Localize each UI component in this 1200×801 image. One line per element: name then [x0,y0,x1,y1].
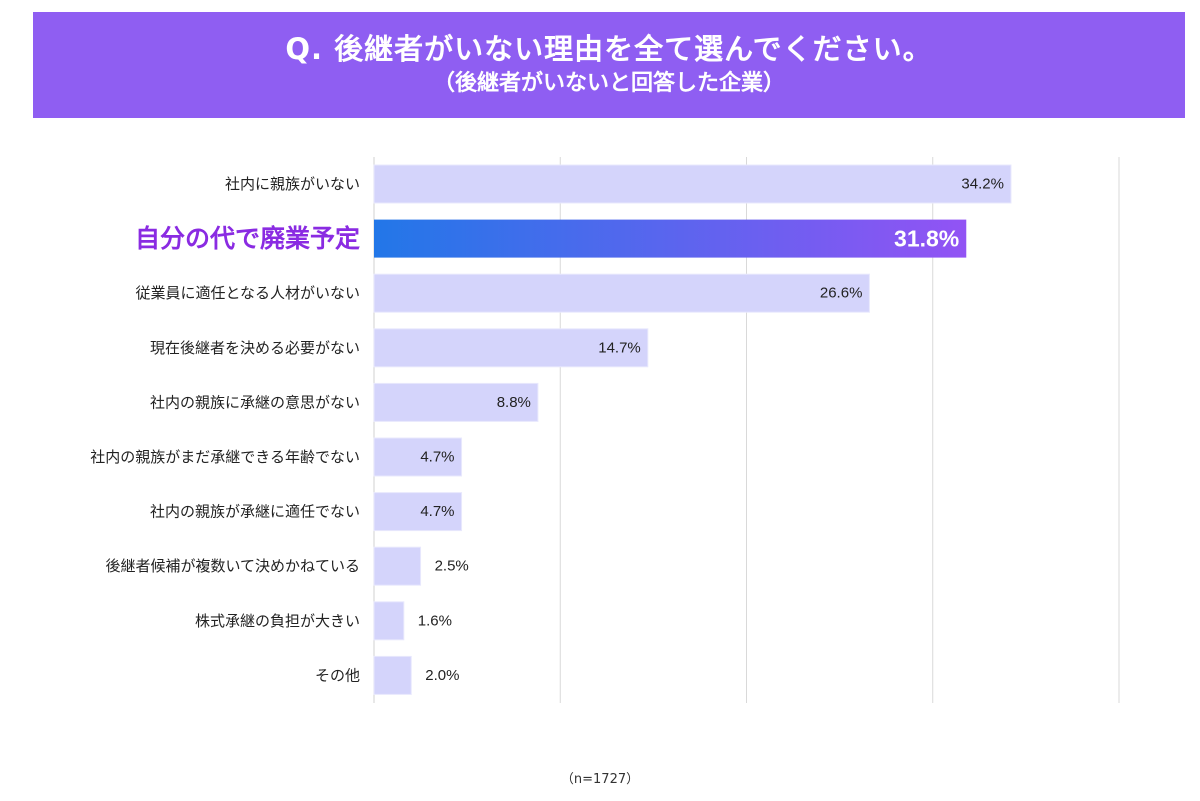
category-label: 社内に親族がいない [225,175,360,193]
bar [373,328,649,368]
category-label: その他 [315,666,360,684]
value-label: 4.7% [420,503,454,520]
value-label: 34.2% [961,176,1004,193]
bar [373,655,412,695]
category-label: 社内の親族に承継の意思がない [150,393,360,411]
value-label: 2.0% [425,667,459,684]
bar-highlight [374,219,967,258]
bar [373,492,463,532]
bar [373,164,1012,204]
value-label: 26.6% [820,285,863,302]
category-label: 従業員に適任となる人材がいない [135,284,360,302]
sample-size-note: （n=1727） [560,772,640,787]
value-label: 8.8% [497,394,531,411]
chart-subtitle: （後継者がいないと回答した企業） [432,71,785,96]
category-label: 株式承継の負担が大きい [195,612,360,630]
bar [373,273,870,313]
chart-header: Q. 後継者がいない理由を全て選んでください。 （後継者がいないと回答した企業） [33,12,1185,118]
bar [373,546,422,586]
category-label: 後継者候補が複数いて決めかねている [105,557,360,575]
category-label: 社内の親族が承継に適任でない [150,503,360,521]
bar [373,437,463,477]
category-label: 社内の親族がまだ承継できる年齢でない [90,448,360,466]
category-label: 現在後継者を決める必要がない [150,339,360,357]
bar [373,382,539,422]
value-label-highlight: 31.8% [894,226,959,252]
category-label-highlight: 自分の代で廃業予定 [135,224,360,253]
value-label: 4.7% [420,449,454,466]
value-label: 1.6% [418,612,452,629]
bar [373,601,405,641]
chart-title: Q. 後継者がいない理由を全て選んでください。 [285,32,933,66]
value-label: 2.5% [435,558,469,575]
value-label: 14.7% [598,339,641,356]
